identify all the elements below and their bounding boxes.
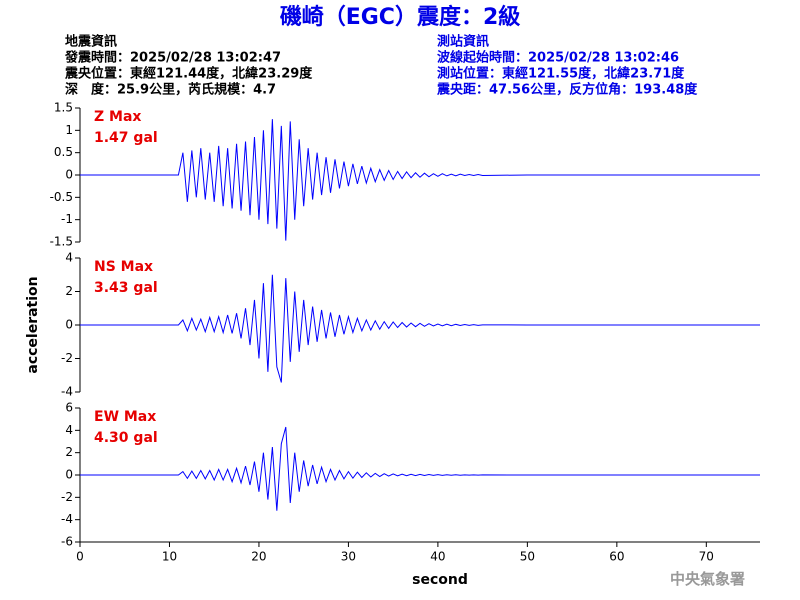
- waveform: [80, 119, 760, 241]
- max-label: 3.43 gal: [94, 280, 158, 296]
- max-label: Z Max: [94, 109, 141, 125]
- watermark: 中央氣象署: [670, 570, 745, 588]
- y-axis-label: acceleration: [25, 276, 41, 373]
- x-tick-label: 70: [699, 550, 714, 564]
- waveform: [80, 426, 760, 511]
- y-tick-label: 1.5: [54, 101, 73, 115]
- info-line: 震央位置：東經121.44度，北緯23.29度: [64, 66, 313, 82]
- x-tick-label: 40: [430, 550, 445, 564]
- max-label: EW Max: [94, 409, 156, 425]
- y-tick-label: 1: [65, 123, 73, 137]
- max-label: 4.30 gal: [94, 430, 158, 446]
- y-tick-label: 2: [65, 284, 73, 298]
- y-tick-label: -2: [61, 351, 73, 365]
- info-line: 地震資訊: [65, 34, 117, 50]
- title: 磯崎（EGC）震度：2級: [280, 4, 521, 30]
- info-line: 測站位置：東經121.55度，北緯23.71度: [437, 66, 685, 82]
- info-line: 發震時間：2025/02/28 13:02:47: [64, 50, 281, 66]
- max-label: 1.47 gal: [94, 130, 158, 146]
- y-tick-label: -4: [61, 385, 73, 399]
- y-tick-label: 0.5: [54, 145, 73, 159]
- y-tick-label: -6: [61, 535, 73, 549]
- y-tick-label: 0: [65, 468, 73, 482]
- x-tick-label: 50: [520, 550, 535, 564]
- y-tick-label: 6: [65, 401, 73, 415]
- waveform: [80, 274, 760, 383]
- info-line: 波線起始時間：2025/02/28 13:02:46: [437, 50, 679, 66]
- y-tick-label: 4: [65, 423, 73, 437]
- y-tick-label: 0: [65, 168, 73, 182]
- x-tick-label: 20: [251, 550, 266, 564]
- x-axis-label: second: [412, 572, 468, 588]
- x-tick-label: 30: [341, 550, 356, 564]
- y-tick-label: 4: [65, 251, 73, 265]
- info-line: 測站資訊: [437, 34, 489, 50]
- x-tick-label: 10: [162, 550, 177, 564]
- y-tick-label: -0.5: [50, 190, 73, 204]
- y-tick-label: -4: [61, 512, 73, 526]
- info-line: 深 度：25.9公里，芮氏規模：4.7: [65, 82, 276, 98]
- max-label: NS Max: [94, 259, 153, 275]
- y-tick-label: 0: [65, 318, 73, 332]
- x-tick-label: 0: [76, 550, 84, 564]
- y-tick-label: -2: [61, 490, 73, 504]
- x-tick-label: 60: [609, 550, 624, 564]
- y-tick-label: -1.5: [50, 235, 73, 249]
- y-tick-label: -1: [61, 212, 73, 226]
- info-line: 震央距：47.56公里，反方位角：193.48度: [436, 82, 698, 98]
- y-tick-label: 2: [65, 445, 73, 459]
